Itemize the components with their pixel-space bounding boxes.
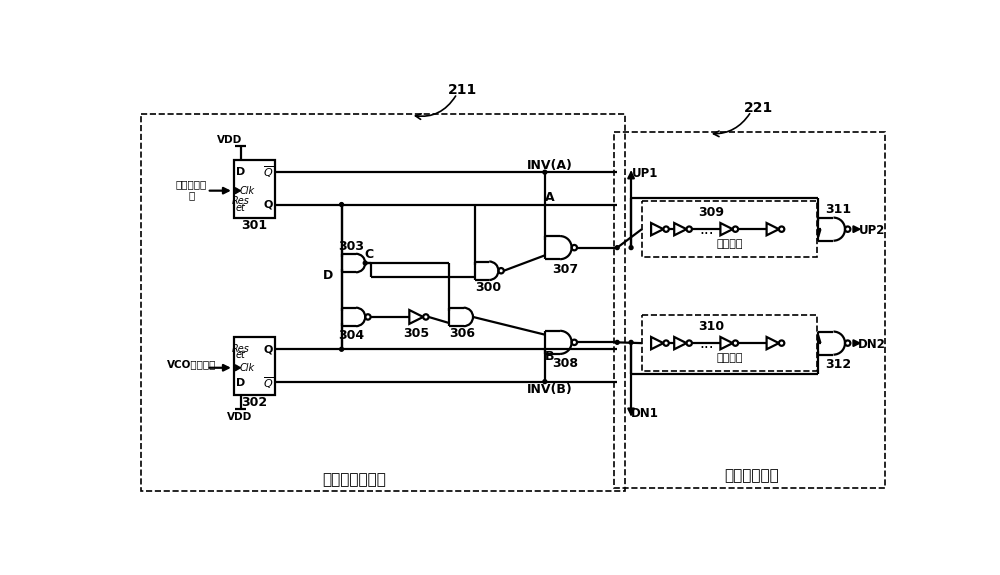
Polygon shape — [720, 223, 733, 235]
Circle shape — [615, 246, 619, 250]
Text: 率: 率 — [188, 190, 195, 200]
Text: 211: 211 — [448, 83, 477, 97]
Text: A: A — [545, 191, 554, 204]
Bar — [642, 316, 817, 371]
Polygon shape — [235, 187, 241, 194]
Text: 303: 303 — [338, 240, 364, 252]
Text: 308: 308 — [552, 358, 578, 370]
Text: 延时模块: 延时模块 — [716, 239, 743, 249]
Text: $\overline{Q}$: $\overline{Q}$ — [263, 164, 274, 180]
Circle shape — [363, 261, 367, 265]
Circle shape — [543, 380, 547, 384]
Circle shape — [340, 202, 343, 206]
Text: B: B — [545, 351, 554, 363]
Text: ...: ... — [699, 336, 714, 351]
Text: 305: 305 — [403, 327, 429, 340]
Text: 延时模块: 延时模块 — [716, 352, 743, 363]
Text: 309: 309 — [698, 206, 724, 218]
Text: 306: 306 — [449, 327, 475, 340]
Bar — [234, 160, 275, 217]
Text: Q: Q — [264, 344, 273, 354]
Text: VDD: VDD — [217, 135, 243, 145]
Text: DN1: DN1 — [631, 407, 659, 420]
Text: Clk: Clk — [240, 363, 255, 373]
Polygon shape — [767, 337, 779, 349]
Text: INV(B): INV(B) — [527, 383, 572, 396]
Text: D: D — [323, 269, 333, 282]
Text: 300: 300 — [475, 281, 501, 294]
Polygon shape — [235, 365, 241, 371]
Polygon shape — [767, 223, 779, 235]
Text: C: C — [364, 248, 374, 261]
Text: UP2: UP2 — [859, 224, 885, 237]
Text: 307: 307 — [552, 263, 578, 275]
Text: 302: 302 — [241, 396, 268, 409]
Text: Clk: Clk — [240, 186, 255, 196]
Text: 304: 304 — [338, 329, 364, 342]
Text: 鉴频鉴相器单元: 鉴频鉴相器单元 — [323, 472, 387, 487]
Text: VDD: VDD — [227, 412, 252, 422]
Polygon shape — [720, 337, 733, 349]
Text: 221: 221 — [744, 101, 774, 114]
Polygon shape — [674, 337, 687, 349]
Text: 310: 310 — [698, 320, 724, 333]
Polygon shape — [651, 337, 663, 349]
Text: 312: 312 — [825, 358, 851, 371]
Text: DN2: DN2 — [858, 338, 886, 351]
Text: 多相输出单元: 多相输出单元 — [724, 468, 779, 483]
Bar — [614, 132, 885, 488]
Circle shape — [615, 340, 619, 344]
Circle shape — [629, 246, 633, 250]
Polygon shape — [674, 223, 687, 235]
Bar — [642, 201, 817, 257]
Text: Q: Q — [264, 200, 273, 209]
Text: 输入参考频: 输入参考频 — [176, 179, 207, 190]
Text: D: D — [236, 167, 245, 177]
Text: et: et — [236, 202, 246, 213]
Polygon shape — [651, 223, 663, 235]
Text: INV(A): INV(A) — [527, 159, 572, 172]
Text: ...: ... — [699, 221, 714, 237]
Text: VCO反馈信号: VCO反馈信号 — [167, 359, 216, 369]
Text: D: D — [236, 378, 245, 388]
Text: $\overline{Q}$: $\overline{Q}$ — [263, 375, 274, 391]
Text: Res: Res — [232, 197, 250, 206]
Text: 311: 311 — [825, 202, 851, 216]
Circle shape — [340, 347, 343, 351]
Bar — [141, 114, 625, 491]
Polygon shape — [409, 310, 423, 324]
Text: 301: 301 — [241, 219, 268, 232]
Circle shape — [543, 170, 547, 174]
Text: UP1: UP1 — [632, 167, 658, 180]
Text: et: et — [236, 350, 246, 361]
Circle shape — [629, 340, 633, 344]
Text: Res: Res — [232, 344, 250, 354]
Bar — [234, 337, 275, 394]
